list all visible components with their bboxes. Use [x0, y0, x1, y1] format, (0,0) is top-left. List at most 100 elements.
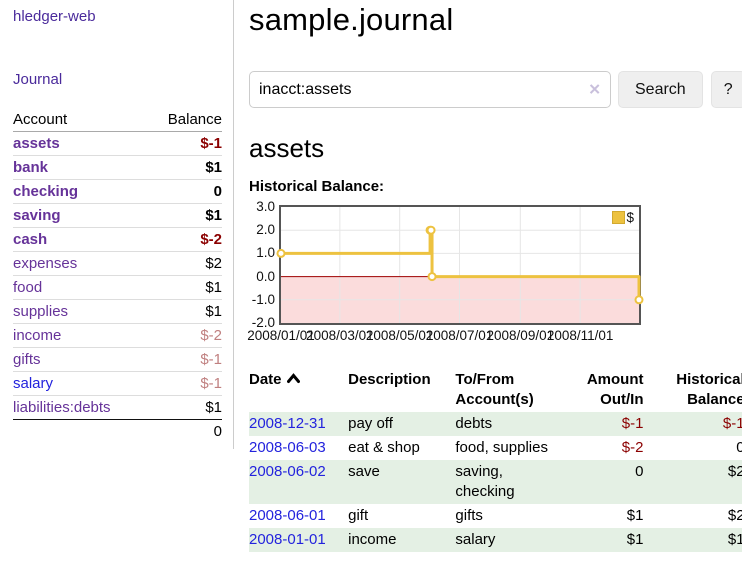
register-accounts-cell: salary: [455, 531, 496, 548]
register-amount-cell: $1: [626, 531, 644, 548]
register-balance-cell: 0: [736, 439, 742, 456]
account-row: gifts $-1: [13, 347, 222, 372]
y-axis-tick-label: -2.0: [251, 315, 275, 330]
register-accounts-cell: gifts: [455, 507, 483, 524]
register-header-date[interactable]: Date: [249, 368, 348, 412]
x-axis-tick-label: 2008/01/01: [247, 328, 315, 343]
account-row: food $1: [13, 275, 222, 300]
accounts-header-balance: Balance: [147, 108, 222, 132]
account-link[interactable]: liabilities:debts: [13, 398, 111, 416]
register-date-cell: 2008-06-02: [249, 460, 348, 504]
account-balance: $-1: [147, 371, 222, 396]
transaction-date-link[interactable]: 2008-01-01: [249, 531, 326, 548]
register-amount-cell: 0: [635, 463, 644, 480]
search-form: ✕ Search ?: [249, 71, 742, 108]
account-name-cell: saving: [13, 203, 148, 228]
transaction-date-link[interactable]: 2008-06-02: [249, 463, 326, 480]
register-balance-cell: $2: [727, 463, 742, 480]
register-header-row: Date Description To/From Account(s) Amou…: [249, 368, 742, 412]
chart-plot-area[interactable]: $: [276, 205, 644, 325]
register-row: 2008-06-02 save saving, checking 0 $2: [249, 460, 742, 504]
x-axis-tick-label: 2008/05/01: [365, 328, 434, 343]
account-balance: $1: [147, 155, 222, 180]
account-row: cash $-2: [13, 227, 222, 252]
register-description-cell: pay off: [348, 415, 393, 432]
series-label: $: [626, 210, 634, 225]
register-amount-cell: $-1: [621, 415, 644, 432]
chart-title: Historical Balance:: [249, 178, 385, 195]
transaction-date-link[interactable]: 2008-06-01: [249, 507, 326, 524]
account-name-cell: income: [13, 323, 148, 348]
account-row: liabilities:debts $1: [13, 395, 222, 420]
y-axis-tick-label: 3.0: [256, 199, 275, 214]
account-name-cell: liabilities:debts: [13, 395, 148, 420]
account-row: income $-2: [13, 323, 222, 348]
historical-balance-chart: $ 3.0 2.0 1.0 0.0 -1.0 -2.0 2008/01/01 2008/03/…: [247, 199, 644, 345]
register-header-date-label: Date: [249, 371, 282, 388]
series-swatch-icon: [612, 211, 626, 224]
search-input[interactable]: [249, 71, 611, 108]
sort-ascending-icon: [286, 373, 300, 384]
x-axis-tick-label: 2008/09/01: [486, 328, 555, 343]
account-link[interactable]: bank: [13, 158, 49, 176]
account-row: salary $-1: [13, 371, 222, 396]
register-date-cell: 2008-06-01: [249, 504, 348, 528]
account-row: bank $1: [13, 155, 222, 180]
help-button[interactable]: ?: [710, 71, 742, 108]
register-amount-cell: $-2: [621, 439, 644, 456]
sidebar: hledger-web Journal Account Balance asse…: [0, 0, 234, 449]
account-link[interactable]: income: [13, 326, 62, 344]
account-link[interactable]: food: [13, 278, 43, 296]
register-description-cell: save: [348, 463, 380, 480]
register-row: 2008-06-03 eat & shop food, supplies $-2 0: [249, 436, 742, 460]
register-table: Date Description To/From Account(s) Amou…: [249, 368, 742, 552]
search-button[interactable]: Search: [618, 71, 703, 108]
register-row: 2008-06-01 gift gifts $1 $2: [249, 504, 742, 528]
account-link[interactable]: gifts: [13, 350, 41, 368]
account-balance: $-2: [147, 227, 222, 252]
account-row: assets $-1: [13, 132, 222, 156]
y-axis-tick-label: 0.0: [256, 268, 275, 284]
account-balance: $1: [147, 299, 222, 324]
account-link[interactable]: supplies: [13, 302, 69, 320]
chart-legend: $: [612, 210, 634, 225]
accounts-header-row: Account Balance: [13, 108, 222, 132]
account-balance: $2: [147, 251, 222, 276]
account-link[interactable]: salary: [13, 374, 54, 392]
register-row: 2008-12-31 pay off debts $-1 $-1: [249, 412, 742, 436]
page-title: sample.journal: [249, 2, 454, 37]
brand-link[interactable]: hledger-web: [13, 8, 96, 25]
transaction-date-link[interactable]: 2008-06-03: [249, 439, 326, 456]
account-balance: 0: [147, 179, 222, 204]
register-description-cell: income: [348, 531, 397, 548]
register-balance-cell: $2: [727, 507, 742, 524]
account-row: supplies $1: [13, 299, 222, 324]
y-axis-tick-label: 2.0: [256, 222, 275, 238]
account-name-cell: salary: [13, 371, 148, 396]
register-date-cell: 2008-06-03: [249, 436, 348, 460]
main-content: sample.journal ✕ Search ? assets Histori…: [234, 0, 742, 552]
account-link[interactable]: saving: [13, 206, 61, 224]
account-link[interactable]: checking: [13, 182, 79, 200]
account-link[interactable]: cash: [13, 230, 48, 248]
register-header-description: Description: [348, 371, 431, 388]
register-amount-cell: $1: [626, 507, 644, 524]
x-axis-tick-label: 2008/07/01: [425, 328, 494, 343]
clear-search-icon[interactable]: ✕: [588, 80, 601, 98]
nav-journal-link[interactable]: Journal: [13, 71, 63, 88]
account-name-cell: gifts: [13, 347, 148, 372]
register-accounts-cell: food, supplies: [455, 439, 548, 456]
hledger-web-page: hledger-web Journal Account Balance asse…: [0, 0, 742, 552]
x-axis-tick-label: 2008/11/01: [546, 328, 614, 343]
transaction-date-link[interactable]: 2008-12-31: [249, 415, 326, 432]
register-header-amount: Amount Out/In: [586, 371, 644, 408]
account-name-cell: bank: [13, 155, 148, 180]
account-heading: assets: [249, 133, 325, 163]
register-description-cell: eat & shop: [348, 439, 420, 456]
account-name-cell: assets: [13, 132, 147, 156]
account-link[interactable]: assets: [13, 134, 60, 152]
accounts-total-value: 0: [147, 419, 222, 443]
account-name-cell: food: [13, 275, 148, 300]
account-link[interactable]: expenses: [13, 254, 78, 272]
account-row: checking 0: [13, 179, 222, 204]
